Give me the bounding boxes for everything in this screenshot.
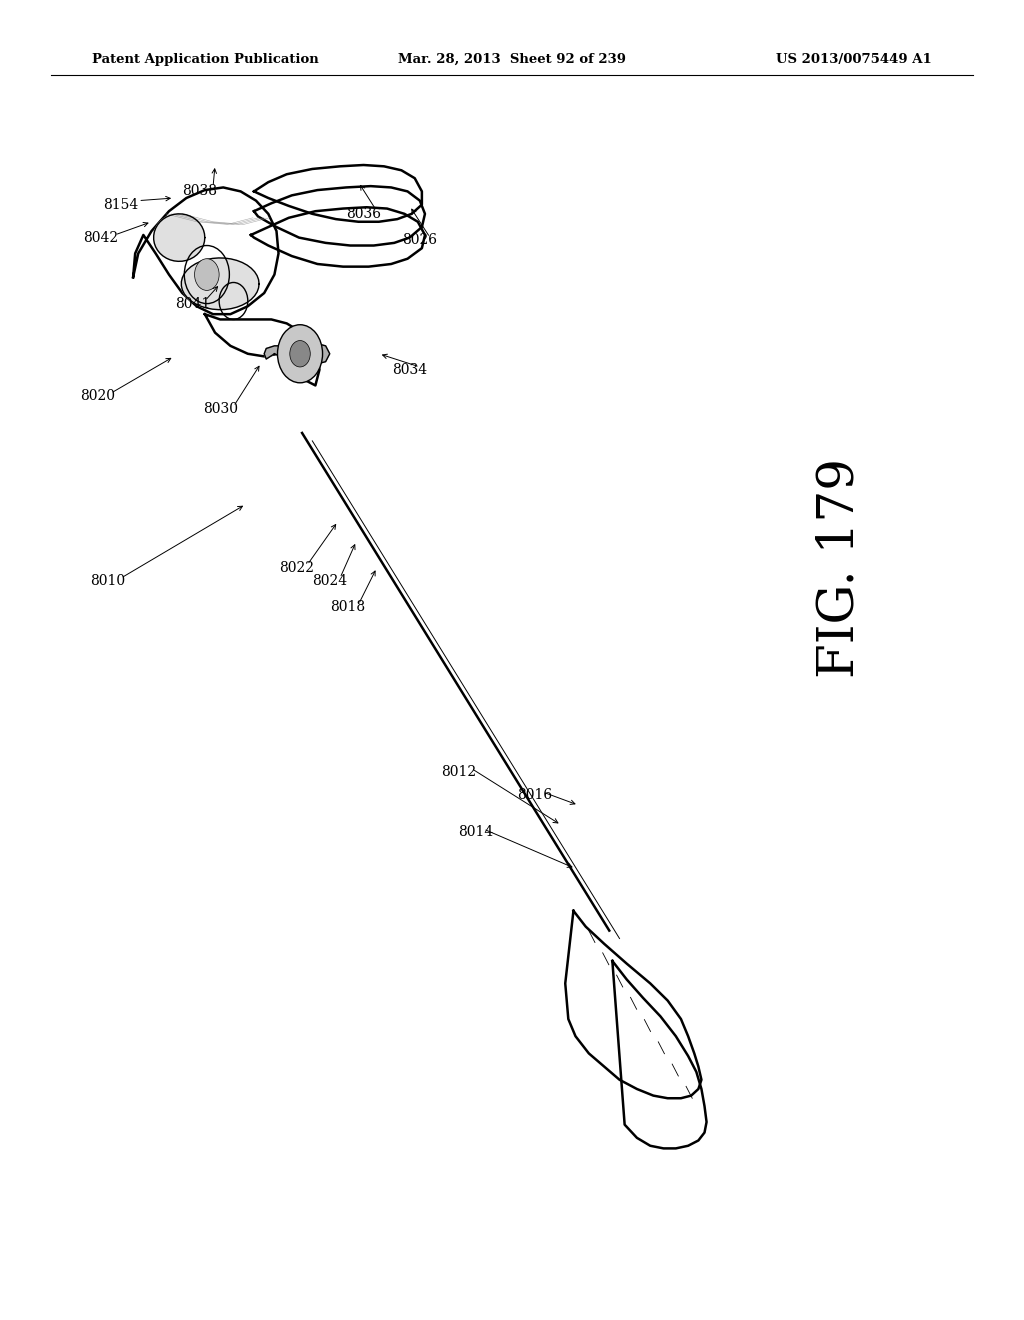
- Circle shape: [278, 325, 323, 383]
- Polygon shape: [205, 314, 319, 385]
- Polygon shape: [264, 343, 330, 364]
- Polygon shape: [154, 214, 205, 261]
- Text: 8041: 8041: [175, 297, 210, 310]
- Text: 8038: 8038: [182, 185, 217, 198]
- Text: 8026: 8026: [402, 234, 437, 247]
- Polygon shape: [565, 911, 701, 1098]
- Polygon shape: [181, 257, 259, 310]
- Text: 8022: 8022: [280, 561, 314, 574]
- Text: US 2013/0075449 A1: US 2013/0075449 A1: [776, 53, 932, 66]
- Text: 8042: 8042: [83, 231, 118, 244]
- Text: 8030: 8030: [203, 403, 238, 416]
- Text: 8014: 8014: [459, 825, 494, 838]
- Text: 8020: 8020: [80, 389, 115, 403]
- Text: Mar. 28, 2013  Sheet 92 of 239: Mar. 28, 2013 Sheet 92 of 239: [398, 53, 626, 66]
- Text: 8034: 8034: [392, 363, 427, 376]
- Circle shape: [290, 341, 310, 367]
- Text: 8016: 8016: [517, 788, 552, 801]
- Polygon shape: [254, 186, 425, 246]
- Text: 8018: 8018: [331, 601, 366, 614]
- Text: 8036: 8036: [346, 207, 381, 220]
- Polygon shape: [612, 961, 707, 1148]
- Polygon shape: [254, 165, 422, 222]
- Text: FIG. 179: FIG. 179: [815, 458, 864, 677]
- Text: Patent Application Publication: Patent Application Publication: [92, 53, 318, 66]
- Polygon shape: [133, 187, 279, 314]
- Text: 8154: 8154: [103, 198, 138, 211]
- Text: 8012: 8012: [441, 766, 476, 779]
- Polygon shape: [251, 207, 425, 267]
- Circle shape: [195, 259, 219, 290]
- Text: 8010: 8010: [90, 574, 125, 587]
- Text: 8024: 8024: [312, 574, 347, 587]
